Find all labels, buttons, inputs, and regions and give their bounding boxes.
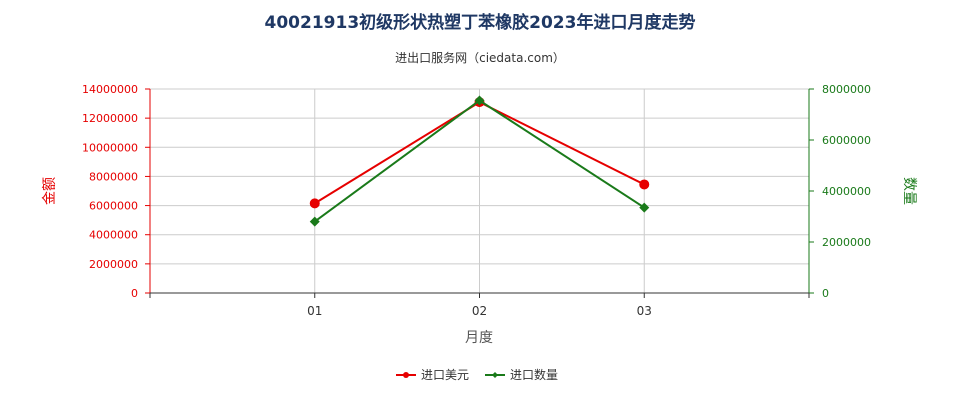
x-axis-ticks: 01 02 03 — [149, 293, 810, 318]
legend-swatch-marker — [492, 372, 498, 378]
grid-lines — [150, 88, 809, 293]
legend-label: 进口美元 — [421, 368, 469, 382]
x-axis-label: 月度 — [465, 330, 493, 346]
right-y-axis-label: 数量 — [901, 177, 917, 205]
data-point-right — [474, 95, 485, 106]
legend: 进口美元 进口数量 — [396, 367, 558, 382]
data-point-right — [639, 202, 650, 213]
left-y-tick-label: 14000000 — [82, 83, 138, 96]
chart-title: 40021913初级形状热塑丁苯橡胶2023年进口月度走势 — [265, 12, 696, 33]
right-y-tick-label: 4000000 — [822, 185, 871, 198]
left-y-axis-ticks: 0 2000000 4000000 6000000 8000000 10000000 120… — [82, 83, 150, 300]
left-y-tick-label: 0 — [131, 287, 138, 300]
data-point-left — [309, 198, 320, 209]
data-point-right — [309, 216, 320, 227]
left-y-tick-label: 8000000 — [89, 170, 138, 183]
legend-label: 进口数量 — [510, 367, 558, 382]
left-y-tick-label: 10000000 — [82, 141, 138, 154]
left-y-tick-label: 12000000 — [82, 112, 138, 125]
right-y-tick-label: 8000000 — [822, 83, 871, 96]
x-tick-label: 01 — [307, 304, 322, 318]
legend-swatch-marker — [403, 372, 409, 378]
right-y-tick-label: 0 — [822, 287, 829, 300]
left-y-tick-label: 2000000 — [89, 258, 138, 271]
series-lines — [309, 95, 650, 227]
left-y-axis-label: 金额 — [42, 177, 58, 205]
right-y-axis-ticks: 0 2000000 4000000 6000000 8000000 — [809, 83, 871, 300]
x-tick-label: 02 — [472, 304, 487, 318]
x-tick-label: 03 — [637, 304, 652, 318]
left-y-tick-label: 4000000 — [89, 229, 138, 242]
chart-subtitle: 进出口服务网（ciedata.com） — [395, 50, 565, 65]
right-y-tick-label: 2000000 — [822, 236, 871, 249]
left-y-tick-label: 6000000 — [89, 200, 138, 213]
data-point-left — [639, 179, 650, 190]
right-y-tick-label: 6000000 — [822, 134, 871, 147]
